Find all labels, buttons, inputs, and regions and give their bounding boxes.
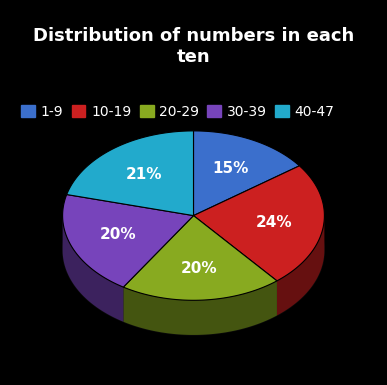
Text: Distribution of numbers in each
ten: Distribution of numbers in each ten (33, 27, 354, 66)
Polygon shape (277, 216, 324, 316)
Polygon shape (123, 281, 277, 335)
Text: 24%: 24% (256, 215, 292, 230)
Polygon shape (63, 216, 123, 322)
Polygon shape (194, 131, 300, 216)
Legend: 1-9, 10-19, 20-29, 30-39, 40-47: 1-9, 10-19, 20-29, 30-39, 40-47 (15, 99, 340, 124)
Polygon shape (194, 166, 324, 281)
Ellipse shape (63, 166, 324, 335)
Text: 20%: 20% (100, 228, 136, 243)
Polygon shape (123, 216, 277, 300)
Polygon shape (67, 131, 194, 216)
Polygon shape (63, 194, 194, 287)
Text: 21%: 21% (125, 167, 162, 182)
Text: 15%: 15% (212, 161, 248, 176)
Text: 20%: 20% (180, 261, 217, 276)
